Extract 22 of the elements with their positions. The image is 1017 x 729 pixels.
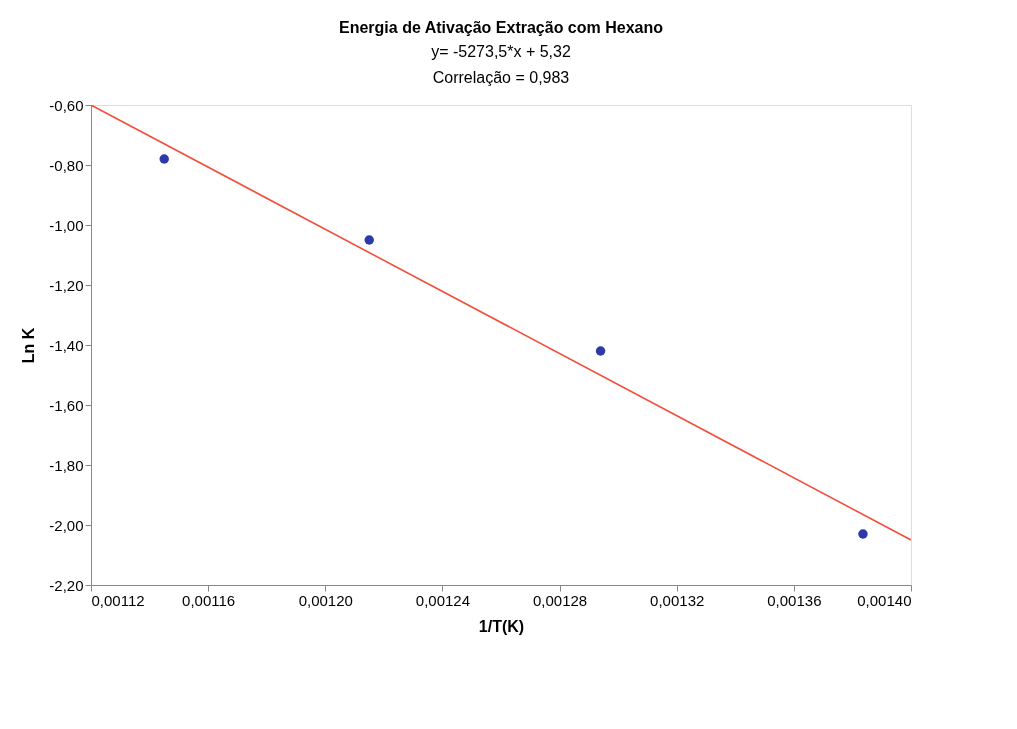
y-tick-label: -1,20 — [49, 276, 84, 294]
y-tick-label: -2,00 — [49, 516, 84, 534]
y-tick-label: -1,40 — [49, 336, 84, 354]
text: Correlação = 0,983 — [432, 69, 570, 86]
x-tick-label: 0,00128 — [532, 591, 588, 609]
y-tick-label: -2,20 — [49, 576, 84, 594]
x-tick-label: 0,00112 — [91, 591, 145, 609]
chart-title: Energia de Ativação Extração com Hexano — [339, 19, 664, 36]
y-tick-label: -0,60 — [49, 96, 84, 114]
y-axis-title: Ln K — [20, 327, 38, 364]
x-tick-label: 0,00124 — [415, 591, 471, 609]
x-axis-title: 1/T(K) — [478, 617, 525, 635]
y-tick-label: -0,80 — [49, 156, 84, 174]
x-tick-label: 0,00140 — [857, 591, 912, 609]
y-tick-label: -1,60 — [49, 396, 84, 414]
x-tick-label: 0,00132 — [650, 591, 705, 609]
x-tick-label: 0,00120 — [298, 591, 353, 609]
x-tick-label: 0,00136 — [767, 591, 822, 609]
chart-subtitle: y= -5273,5*x + 5,32 — [431, 43, 571, 60]
y-tick-label: -1,00 — [49, 216, 84, 234]
x-tick-label: 0,00116 — [182, 591, 236, 609]
y-tick-label: -1,80 — [49, 456, 84, 474]
